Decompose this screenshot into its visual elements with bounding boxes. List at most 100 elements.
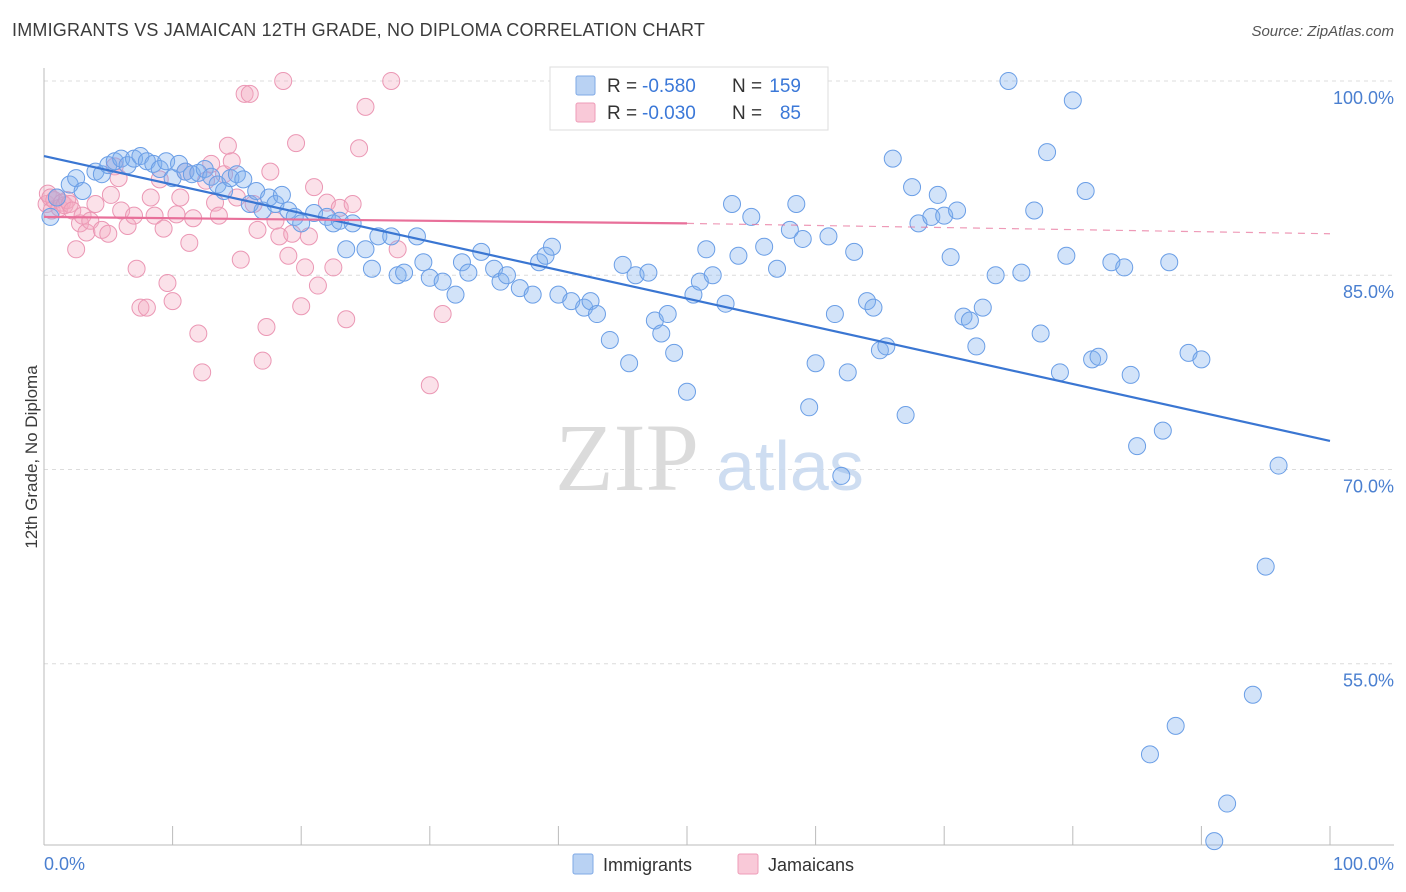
legend-n-label-1: N = — [732, 76, 762, 97]
immigrants-point-65 — [542, 237, 561, 256]
immigrants-point-95 — [806, 354, 825, 373]
jamaicans-point-41 — [193, 363, 212, 382]
immigrants-point-135 — [1153, 421, 1172, 440]
immigrants-point-44 — [356, 240, 375, 259]
legend-r-value-1: -0.580 — [642, 76, 696, 97]
immigrants-point-119 — [999, 71, 1018, 90]
immigrants-point-120 — [1012, 263, 1031, 282]
immigrants-point-77 — [652, 324, 671, 343]
bottom-legend: Immigrants Jamaicans — [572, 853, 854, 875]
jamaicans-point-70 — [324, 258, 343, 277]
jamaicans-point-38 — [180, 233, 199, 252]
chart-title: IMMIGRANTS VS JAMAICAN 12TH GRADE, NO DI… — [12, 20, 706, 40]
jamaicans-point-61 — [279, 246, 298, 265]
immigrants-point-87 — [729, 246, 748, 265]
immigrants-point-125 — [1057, 246, 1076, 265]
jamaicans-point-35 — [167, 205, 186, 224]
immigrants-point-79 — [665, 343, 684, 362]
immigrants-point-84 — [703, 266, 722, 285]
jamaicans-point-73 — [343, 194, 362, 213]
immigrants-point-90 — [768, 259, 787, 278]
legend-r-value-2: -0.030 — [642, 103, 696, 124]
y-tick-label-3: 55.0% — [1343, 671, 1394, 691]
jamaicans-point-19 — [99, 224, 118, 243]
immigrants-point-64 — [536, 246, 555, 265]
immigrants-point-47 — [382, 227, 401, 246]
immigrants-point-115 — [960, 311, 979, 330]
immigrants-point-49 — [395, 263, 414, 282]
immigrants-point-99 — [838, 363, 857, 382]
jamaicans-point-27 — [131, 298, 150, 317]
jamaicans-point-33 — [158, 273, 177, 292]
immigrants-point-71 — [600, 330, 619, 349]
jamaicans-point-52 — [240, 84, 259, 103]
immigrants-point-42 — [337, 240, 356, 259]
jamaicans-point-64 — [292, 297, 311, 316]
immigrants-point-137 — [1166, 716, 1185, 735]
immigrants-point-89 — [755, 237, 774, 256]
immigrants-point-132 — [1121, 365, 1140, 384]
jamaicans-point-15 — [77, 223, 96, 242]
immigrants-point-4 — [73, 182, 92, 201]
y-tick-labels: 100.0% 85.0% 70.0% 55.0% — [1333, 88, 1394, 691]
immigrants-point-88 — [742, 207, 761, 226]
immigrants-point-118 — [986, 266, 1005, 285]
immigrants-point-75 — [639, 263, 658, 282]
immigrants-point-102 — [864, 298, 883, 317]
immigrants-point-129 — [1089, 347, 1108, 366]
legend-r-label-2: R = — [607, 103, 637, 124]
immigrants-point-70 — [587, 305, 606, 324]
immigrants-point-9 — [112, 149, 131, 168]
jamaicans-point-67 — [305, 178, 324, 197]
immigrants-point-140 — [1205, 832, 1224, 851]
immigrants-point-106 — [896, 406, 915, 425]
immigrants-point-134 — [1140, 745, 1159, 764]
immigrants-point-122 — [1031, 324, 1050, 343]
immigrants-point-121 — [1025, 201, 1044, 220]
jamaicans-point-79 — [433, 305, 452, 324]
immigrants-point-55 — [452, 253, 471, 272]
jamaicans-point-55 — [253, 351, 272, 370]
legend-swatch-jamaicans — [575, 102, 596, 123]
immigrants-point-60 — [497, 266, 516, 285]
immigrants-point-28 — [234, 170, 253, 189]
immigrants-point-109 — [922, 207, 941, 226]
jamaicans-point-28 — [137, 298, 156, 317]
bottom-legend-swatch-immigrants — [572, 853, 594, 875]
immigrants-point-92 — [787, 194, 806, 213]
jamaicans-point-47 — [218, 136, 237, 155]
immigrants-point-1 — [47, 188, 66, 207]
immigrants-point-53 — [433, 272, 452, 291]
jamaicans-point-75 — [356, 97, 375, 116]
immigrants-point-112 — [941, 248, 960, 267]
immigrants-point-133 — [1128, 437, 1147, 456]
immigrants-point-105 — [883, 149, 902, 168]
jamaicans-point-40 — [189, 324, 208, 343]
jamaicans-point-45 — [209, 206, 228, 225]
jamaicans-point-72 — [337, 310, 356, 329]
immigrants-point-85 — [716, 294, 735, 313]
legend-n-value-2: 85 — [780, 103, 801, 124]
y-tick-label-0: 100.0% — [1333, 88, 1394, 108]
x-tick-marks — [43, 826, 1331, 845]
immigrants-point-117 — [973, 298, 992, 317]
immigrants-point-136 — [1160, 253, 1179, 272]
jamaicans-point-20 — [101, 185, 120, 204]
bottom-legend-swatch-jamaicans — [737, 853, 759, 875]
immigrants-point-139 — [1192, 350, 1211, 369]
immigrants-point-72 — [613, 255, 632, 274]
watermark-atlas: atlas — [716, 427, 864, 505]
watermark: ZIP atlas — [555, 404, 864, 511]
immigrants-point-124 — [1050, 363, 1069, 382]
jamaicans-point-65 — [296, 258, 315, 277]
immigrants-point-143 — [1256, 557, 1275, 576]
immigrants-points — [41, 71, 1288, 851]
bottom-legend-immigrants: Immigrants — [603, 855, 692, 875]
immigrants-point-59 — [491, 272, 510, 291]
watermark-zip: ZIP — [555, 404, 699, 511]
jamaicans-point-7 — [53, 193, 72, 212]
jamaicans-point-30 — [145, 206, 164, 225]
top-legend: R = -0.580 N = 159 R = -0.030 N = 85 — [549, 66, 829, 131]
trend-lines — [43, 154, 1331, 443]
